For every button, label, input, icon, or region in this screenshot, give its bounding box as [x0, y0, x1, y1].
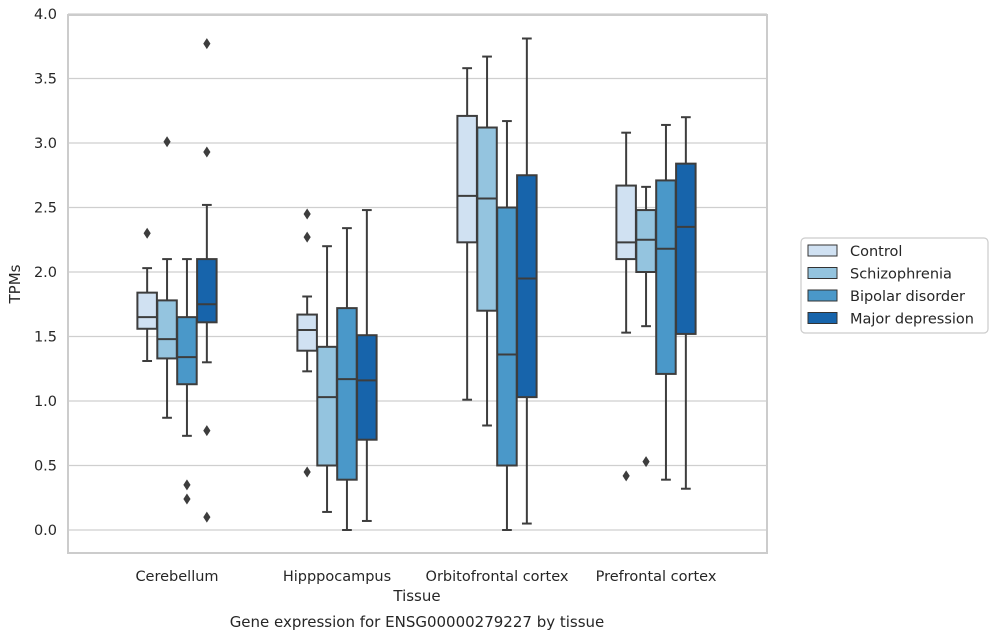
box-body: [476, 126, 498, 312]
box-1-0: [296, 208, 318, 478]
legend-swatch: [807, 267, 838, 279]
y-tick-label: 3.0: [34, 136, 57, 152]
box-body: [615, 184, 637, 261]
box-body: [675, 162, 697, 335]
box-body: [496, 206, 518, 467]
box-3-1: [635, 185, 657, 468]
legend-swatch: [807, 244, 838, 257]
legend-label: Major depression: [850, 312, 974, 328]
outlier-point: [203, 38, 211, 50]
box-3-3: [675, 116, 697, 490]
box-0-2: [176, 258, 198, 505]
outlier-point: [163, 136, 171, 148]
box-body: [516, 174, 538, 399]
x-tick-label: Orbitofrontal cortex: [426, 569, 569, 585]
box-body: [196, 258, 218, 324]
chart-caption: Gene expression for ENSG00000279227 by t…: [230, 613, 605, 631]
outlier-point: [642, 456, 650, 468]
y-tick-label: 2.5: [34, 201, 57, 217]
legend: Control Schizophrenia Bipolar disorder Majo…: [800, 237, 989, 334]
box-body: [296, 313, 318, 352]
box-body: [176, 316, 198, 386]
outlier-point: [203, 146, 211, 158]
plot-border: [67, 14, 768, 554]
x-tick-label: Cerebellum: [135, 569, 218, 585]
box-2-3: [516, 37, 538, 525]
outlier-point: [303, 231, 311, 243]
outlier-point: [622, 470, 630, 482]
y-tick-label: 3.5: [34, 72, 57, 88]
legend-label: Bipolar disorder: [850, 289, 965, 305]
box-body: [635, 209, 657, 273]
outlier-point: [143, 227, 151, 239]
y-tick-label: 1.5: [34, 330, 57, 346]
y-tick-label: 4.0: [34, 7, 57, 23]
box-body: [156, 299, 178, 360]
outlier-point: [203, 425, 211, 437]
outlier-point: [183, 493, 191, 505]
box-body: [336, 307, 358, 481]
x-axis-label: Tissue: [392, 587, 440, 605]
y-tick-labels: 0.0 0.5 1.0 1.5 2.0 2.5 3.0 3.5 4.0: [34, 7, 57, 539]
x-tick-labels: Cerebellum Hipppocampus Orbitofrontal cort…: [135, 569, 716, 585]
outlier-point: [203, 511, 211, 523]
outlier-point: [183, 479, 191, 491]
box-1-1: [316, 245, 338, 513]
plot-frame: [67, 14, 768, 554]
x-tick-label: Prefrontal cortex: [596, 569, 717, 585]
box-body: [316, 345, 338, 467]
box-2-0: [456, 67, 478, 401]
legend-label: Schizophrenia: [850, 267, 952, 283]
y-tick-label: 0.0: [34, 523, 57, 539]
box-0-3: [196, 38, 218, 523]
box-2-2: [496, 120, 518, 531]
y-tick-label: 1.0: [34, 394, 57, 410]
box-body: [136, 291, 158, 330]
legend-swatch: [807, 289, 838, 302]
box-body: [456, 114, 478, 244]
outlier-point: [303, 208, 311, 220]
y-tick-label: 2.0: [34, 265, 57, 281]
legend-frame: [800, 237, 989, 334]
box-body: [356, 334, 378, 441]
legend-swatch: [807, 312, 838, 324]
box-body: [655, 179, 677, 375]
box-groups: [136, 37, 697, 531]
box-1-2: [336, 227, 358, 531]
outlier-point: [303, 466, 311, 478]
box-1-3: [356, 209, 378, 522]
y-axis-label: TPMs: [6, 264, 24, 304]
x-tick-label: Hipppocampus: [283, 569, 391, 585]
y-tick-label: 0.5: [34, 459, 57, 475]
legend-label: Control: [850, 244, 902, 260]
